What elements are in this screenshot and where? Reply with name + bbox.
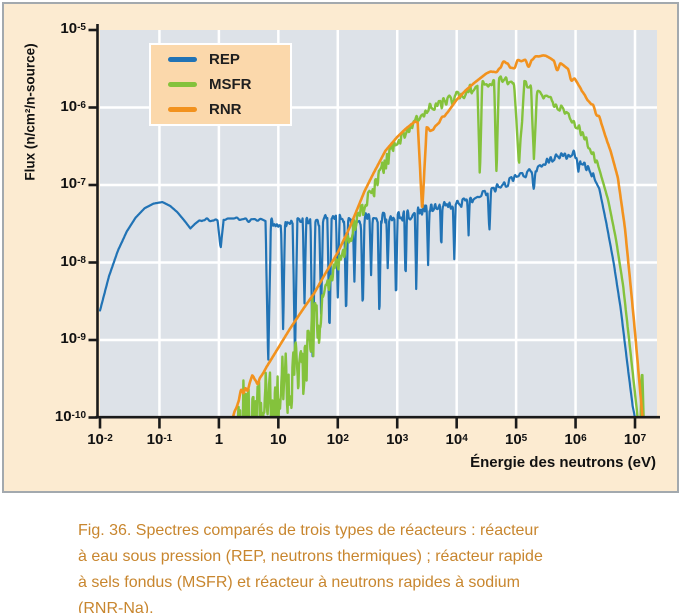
- rep-line-swatch: [168, 57, 197, 62]
- x-tick-label: 104: [445, 431, 468, 448]
- caption-line: Fig. 36. Spectres comparés de trois type…: [78, 522, 539, 539]
- legend-label-rnr: RNR: [209, 101, 242, 118]
- y-tick-label: 10-10: [54, 407, 86, 425]
- legend-label-rep: REP: [209, 51, 240, 68]
- figure-caption: Fig. 36. Spectres comparés de trois type…: [78, 518, 543, 613]
- y-tick-label: 10-7: [60, 175, 86, 192]
- x-tick-label: 10: [269, 431, 287, 448]
- x-tick-label: 103: [386, 431, 409, 448]
- legend: REP MSFR RNR: [149, 43, 292, 126]
- x-axis-title: Énergie des neutrons (eV): [470, 454, 656, 471]
- y-axis-title: Flux (n/cm²/n-source): [22, 43, 38, 181]
- msfr-line-swatch: [168, 82, 197, 87]
- x-tick-label: 106: [564, 431, 587, 448]
- x-tick-label: 1: [214, 431, 224, 448]
- legend-item-msfr: MSFR: [168, 76, 290, 94]
- x-tick-label: 10-2: [87, 431, 113, 448]
- legend-item-rnr: RNR: [168, 101, 290, 119]
- x-tick-label: 102: [326, 431, 349, 448]
- y-tick-label: 10-9: [60, 330, 86, 347]
- x-tick-label: 107: [623, 431, 647, 448]
- caption-line: à eau sous pression (REP, neutrons therm…: [78, 548, 543, 565]
- y-tick-label: 10-6: [60, 97, 86, 115]
- y-tick-label: 10-8: [60, 252, 86, 270]
- legend-label-msfr: MSFR: [209, 76, 252, 93]
- caption-line: (RNR-Na).: [78, 600, 154, 613]
- legend-item-rep: REP: [168, 51, 290, 69]
- x-tick-label: 105: [504, 431, 528, 448]
- x-tick-label: 10-1: [146, 431, 173, 448]
- y-tick-label: 10-5: [60, 20, 86, 37]
- rnr-line-swatch: [168, 107, 197, 112]
- caption-line: à sels fondus (MSFR) et réacteur à neutr…: [78, 574, 520, 591]
